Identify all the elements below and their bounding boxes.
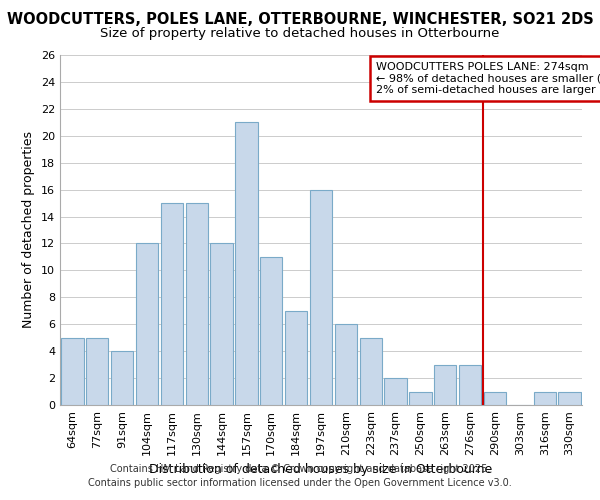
Bar <box>136 244 158 405</box>
Bar <box>310 190 332 405</box>
Bar <box>86 338 109 405</box>
Bar <box>409 392 431 405</box>
Text: Contains HM Land Registry data © Crown copyright and database right 2025.
Contai: Contains HM Land Registry data © Crown c… <box>88 464 512 487</box>
Bar <box>434 364 457 405</box>
Y-axis label: Number of detached properties: Number of detached properties <box>22 132 35 328</box>
X-axis label: Distribution of detached houses by size in Otterbourne: Distribution of detached houses by size … <box>149 463 493 476</box>
Text: WOODCUTTERS, POLES LANE, OTTERBOURNE, WINCHESTER, SO21 2DS: WOODCUTTERS, POLES LANE, OTTERBOURNE, WI… <box>7 12 593 28</box>
Bar <box>185 203 208 405</box>
Text: WOODCUTTERS POLES LANE: 274sqm
← 98% of detached houses are smaller (138)
2% of : WOODCUTTERS POLES LANE: 274sqm ← 98% of … <box>376 62 600 95</box>
Bar <box>235 122 257 405</box>
Bar <box>61 338 83 405</box>
Bar <box>285 311 307 405</box>
Bar <box>211 244 233 405</box>
Bar <box>260 257 283 405</box>
Bar <box>484 392 506 405</box>
Bar <box>161 203 183 405</box>
Text: Size of property relative to detached houses in Otterbourne: Size of property relative to detached ho… <box>100 28 500 40</box>
Bar <box>533 392 556 405</box>
Bar <box>111 351 133 405</box>
Bar <box>459 364 481 405</box>
Bar <box>359 338 382 405</box>
Bar <box>559 392 581 405</box>
Bar <box>385 378 407 405</box>
Bar <box>335 324 357 405</box>
